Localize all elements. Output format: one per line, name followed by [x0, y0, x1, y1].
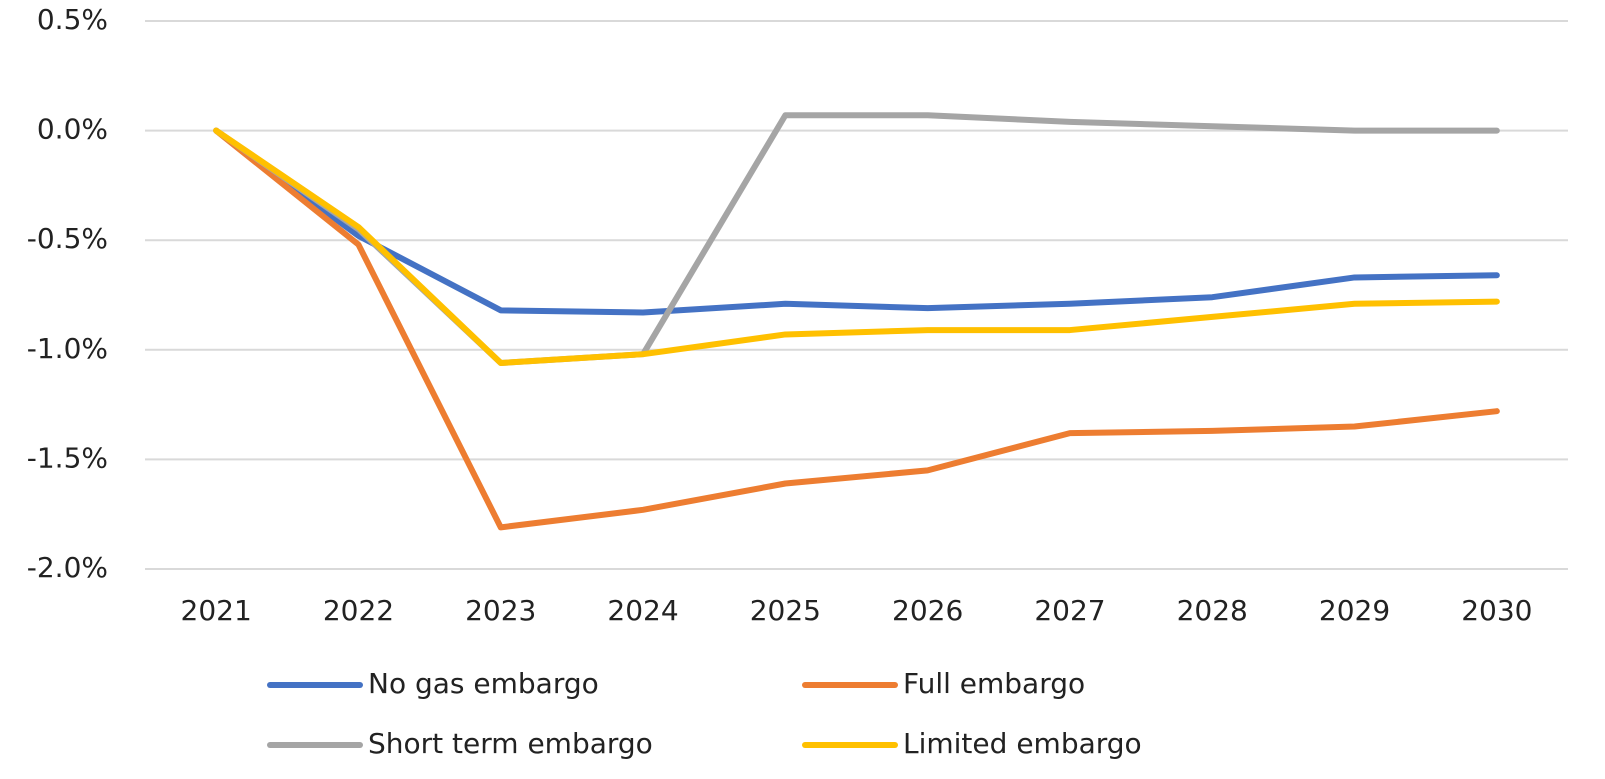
- series-line: [213, 127, 1500, 531]
- x-tick-label: 2021: [181, 594, 252, 627]
- series-line: [213, 127, 1500, 316]
- y-tick-label: 0.0%: [37, 113, 108, 146]
- legend-label: No gas embargo: [368, 667, 599, 700]
- series-line: [213, 127, 1500, 366]
- series-line: [213, 112, 1500, 366]
- x-tick-label: 2024: [607, 594, 678, 627]
- x-tick-label: 2023: [465, 594, 536, 627]
- legend-label: Full embargo: [903, 667, 1085, 700]
- y-tick-label: -1.0%: [27, 332, 108, 365]
- x-tick-label: 2029: [1319, 594, 1390, 627]
- legend-label: Limited embargo: [903, 727, 1142, 760]
- x-tick-label: 2022: [323, 594, 394, 627]
- legend-label: Short term embargo: [368, 727, 653, 760]
- x-tick-label: 2027: [1034, 594, 1105, 627]
- y-tick-label: -0.5%: [27, 222, 108, 255]
- x-tick-label: 2026: [892, 594, 963, 627]
- x-tick-label: 2025: [750, 594, 821, 627]
- y-tick-label: -1.5%: [27, 441, 108, 474]
- y-tick-label: -2.0%: [27, 551, 108, 584]
- x-tick-label: 2030: [1461, 594, 1532, 627]
- y-tick-label: 0.5%: [37, 3, 108, 36]
- x-tick-label: 2028: [1177, 594, 1248, 627]
